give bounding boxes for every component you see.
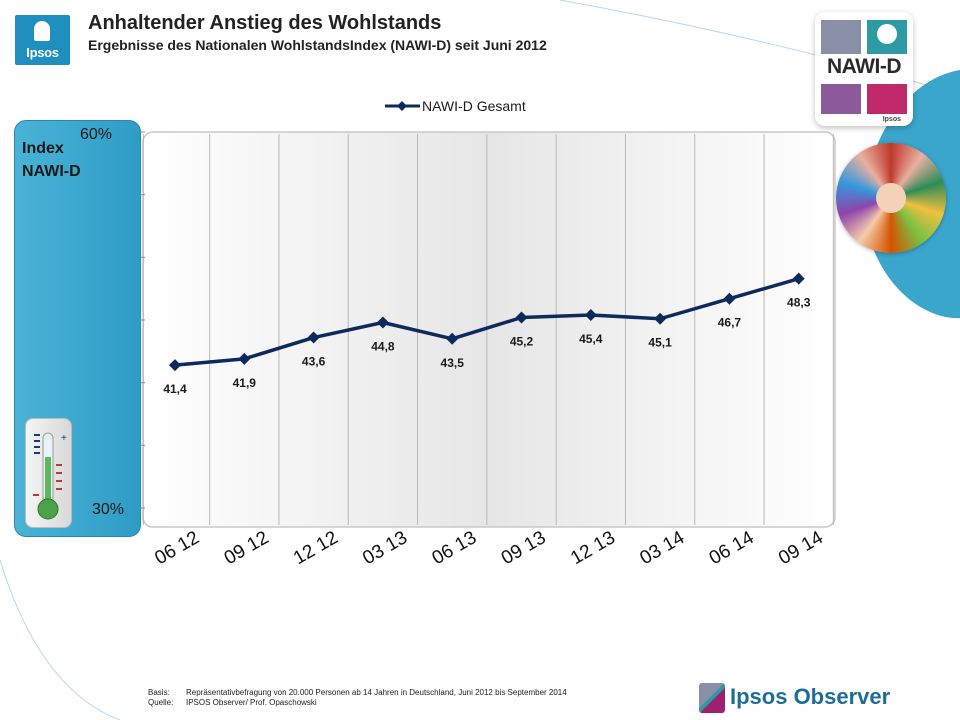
legend-marker [397, 101, 407, 111]
data-label: 45,1 [648, 336, 672, 350]
data-label: 45,2 [510, 334, 534, 348]
data-label: 41,4 [163, 382, 187, 396]
nawi-badge-text: NAWI-D [827, 55, 902, 78]
series-nawi-d-gesamt: 41,4 41,9 43,6 44,8 43,5 45,2 45,4 45,1 46,7 48,3 [163, 272, 811, 396]
legend-label: NAWI-D Gesamt [422, 98, 526, 114]
hands-photo [836, 143, 946, 253]
index-label-line2: NAWI-D [22, 163, 81, 180]
ipsos-logo-text: Ipsos [26, 45, 59, 60]
data-label: 41,9 [233, 376, 257, 390]
x-tick-label: 09 12 [221, 527, 273, 569]
thermometer-icon: + [25, 418, 72, 528]
y-tick-label-top: 60% [80, 126, 112, 143]
svg-text:+: + [61, 433, 67, 444]
page-title: Anhaltender Anstieg des Wohlstands [88, 12, 442, 34]
data-point [792, 272, 805, 285]
basis-label: Basis: [148, 688, 170, 697]
data-point [307, 331, 320, 344]
x-axis-labels: 06 12 09 12 12 12 03 13 06 13 09 13 12 13 03 14… [151, 527, 827, 569]
observer-logo-text: Ipsos Observer [730, 684, 891, 709]
data-label: 48,3 [787, 296, 811, 310]
data-label: 44,8 [371, 340, 395, 354]
data-point [376, 316, 389, 329]
x-tick-label: 12 12 [290, 527, 342, 569]
data-point [723, 292, 736, 305]
data-label: 46,7 [718, 316, 742, 330]
index-label-line1: Index [22, 140, 64, 157]
page-subtitle: Ergebnisse des Nationalen WohlstandsInde… [88, 37, 547, 53]
nawi-badge-sub: Ipsos [882, 116, 901, 123]
index-label: Index NAWI-D [22, 137, 81, 183]
x-tick-label: 03 13 [359, 527, 411, 569]
ipsos-logo: Ipsos [15, 15, 70, 65]
source-label: Quelle: [148, 698, 174, 707]
data-point [169, 359, 181, 372]
x-tick-label: 06 14 [706, 527, 758, 569]
x-tick-label: 12 13 [567, 527, 619, 569]
x-tick-label: 09 14 [775, 527, 827, 569]
footer-notes: Basis: Repräsentativbefragung von 20.000 … [148, 688, 567, 708]
data-label: 43,5 [441, 356, 465, 370]
source-text: IPSOS Observer/ Prof. Opaschowski [186, 698, 317, 707]
y-tick-label-bottom: 30% [92, 501, 124, 518]
data-point [238, 352, 251, 365]
nawi-badge-graphic [821, 20, 907, 114]
data-point [584, 308, 597, 321]
observer-logo-mark [699, 683, 725, 713]
series-line [174, 276, 800, 367]
data-label: 43,6 [302, 355, 326, 369]
data-point [654, 312, 667, 325]
legend: NAWI-D Gesamt [385, 98, 526, 114]
data-label: 45,4 [579, 332, 603, 346]
x-tick-label: 03 14 [637, 527, 689, 569]
nawi-badge-logo: NAWI-D Ipsos [815, 12, 913, 126]
data-point [515, 311, 528, 324]
basis-text: Repräsentativbefragung von 20.000 Person… [186, 688, 567, 697]
x-tick-label: 06 12 [151, 527, 203, 569]
data-point [446, 332, 459, 345]
x-tick-label: 09 13 [498, 527, 550, 569]
y-axis-ticks [140, 131, 145, 509]
x-tick-label: 06 13 [429, 527, 481, 569]
